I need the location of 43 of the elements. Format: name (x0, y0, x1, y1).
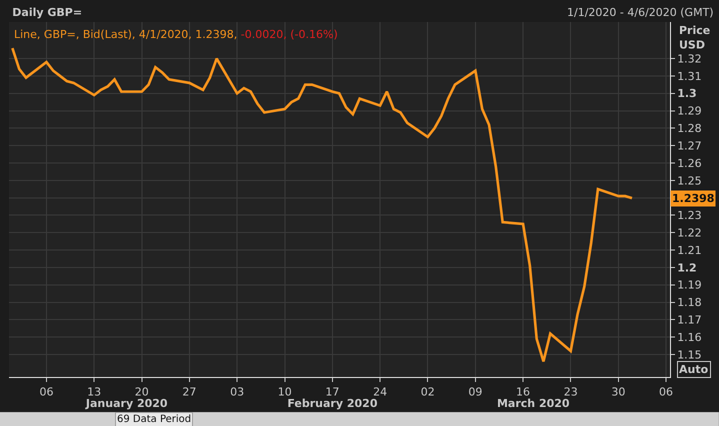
y-axis-title: Price USD (679, 24, 710, 52)
y-tick-label: 1.25 (677, 174, 702, 188)
y-tick-label: 1.27 (677, 139, 702, 152)
x-tick-label: 23 (564, 385, 578, 398)
x2-tick-label: February 2020 (287, 397, 378, 410)
y-tick-label: 1.16 (677, 330, 702, 344)
x-tick-label: 13 (87, 385, 102, 398)
annotation: Line, GBP=, Bid(Last), 4/1/2020, 1.2398, (14, 28, 238, 41)
x-tick-label: 16 (516, 385, 530, 398)
x-tick-label: 09 (468, 385, 482, 398)
text: Auto (679, 363, 709, 376)
x-tick-label: 06 (659, 385, 674, 398)
y-tick-label: 1.31 (677, 70, 702, 83)
x-tick-label: 06 (39, 385, 54, 398)
y-tick-label: 1.21 (677, 244, 702, 257)
y-tick-label: 1.22 (677, 226, 702, 240)
y-tick-label: 1.29 (677, 104, 702, 118)
y-tick-label: 1.17 (677, 314, 702, 327)
y-tick-label: 1.26 (677, 156, 702, 170)
x-tick-label: 24 (373, 385, 388, 398)
x2-tick-label: March 2020 (496, 397, 570, 410)
x2-tick-label: January 2020 (84, 397, 168, 410)
y-tick-label: 1.23 (677, 209, 702, 222)
y-tick-label: 1.18 (677, 296, 702, 310)
x-tick-label: 20 (134, 385, 149, 398)
x-tick-label: 17 (325, 385, 340, 398)
chart-title: Daily GBP= (12, 6, 82, 19)
text: 1.2398 (672, 192, 714, 205)
x-tick-label: 03 (230, 385, 244, 398)
y-tick-label: 1.32 (677, 52, 702, 66)
x-tick-label: 30 (611, 385, 626, 398)
annotation: -0.0020, (-0.16%) (240, 28, 338, 41)
y-tick-label: 1.15 (677, 348, 702, 362)
x-tick-label: 02 (420, 385, 435, 398)
y-tick-label: 1.28 (677, 122, 702, 136)
chart-subtitle: 1/1/2020 - 4/6/2020 (GMT) (567, 6, 714, 19)
y-tick-label: 1.19 (677, 278, 702, 292)
x-tick-label: 27 (182, 385, 196, 398)
x-tick-label: 10 (278, 385, 292, 398)
y-tick-label: 1.2 (677, 261, 697, 274)
text: 69 Data Period (117, 414, 192, 425)
y-tick-label: 1.3 (677, 87, 697, 100)
line-series (11, 46, 634, 363)
